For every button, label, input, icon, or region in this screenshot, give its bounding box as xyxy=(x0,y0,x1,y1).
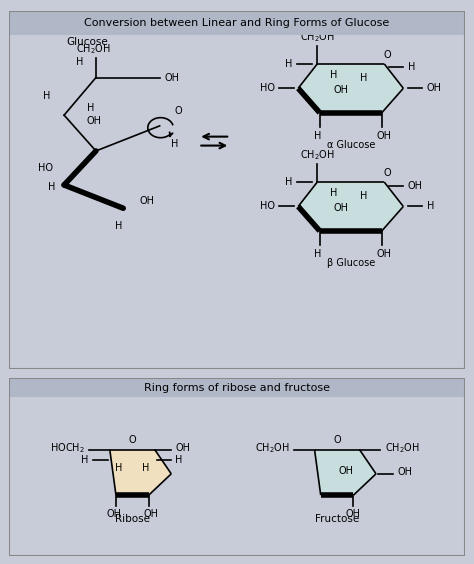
Bar xyxy=(9,378,465,397)
Text: H: H xyxy=(175,455,182,465)
Text: H: H xyxy=(427,201,434,212)
Text: O: O xyxy=(333,435,341,446)
Text: OH: OH xyxy=(376,131,392,140)
Text: OH: OH xyxy=(398,468,413,477)
Text: HO: HO xyxy=(260,201,274,212)
Text: H: H xyxy=(314,249,321,259)
Text: H: H xyxy=(171,139,178,149)
Text: H: H xyxy=(47,182,55,192)
Text: OH: OH xyxy=(175,443,191,453)
Text: α Glucose: α Glucose xyxy=(327,139,375,149)
Text: H: H xyxy=(115,463,122,473)
Text: OH: OH xyxy=(87,116,102,126)
Text: OH: OH xyxy=(408,180,423,191)
Text: H: H xyxy=(76,57,84,67)
Text: OH: OH xyxy=(333,85,348,95)
Text: OH: OH xyxy=(106,509,121,519)
Text: Ribose: Ribose xyxy=(115,514,150,525)
Text: β Glucose: β Glucose xyxy=(327,258,375,268)
Text: H: H xyxy=(330,70,337,80)
Text: OH: OH xyxy=(376,249,392,259)
Text: H: H xyxy=(360,73,367,82)
Text: OH: OH xyxy=(427,83,442,93)
Text: Ring forms of ribose and fructose: Ring forms of ribose and fructose xyxy=(144,382,330,393)
Text: OH: OH xyxy=(346,509,361,519)
Bar xyxy=(9,11,465,34)
Text: H: H xyxy=(81,455,88,465)
Text: H: H xyxy=(115,221,122,231)
Text: O: O xyxy=(383,50,391,60)
Text: Conversion between Linear and Ring Forms of Glucose: Conversion between Linear and Ring Forms… xyxy=(84,18,390,28)
Text: OH: OH xyxy=(144,509,158,519)
Text: HOCH$_2$: HOCH$_2$ xyxy=(50,442,85,455)
Text: CH$_2$OH: CH$_2$OH xyxy=(255,442,290,455)
Text: H: H xyxy=(142,463,150,473)
Text: HO: HO xyxy=(38,163,53,173)
Text: H: H xyxy=(43,91,50,102)
Text: H: H xyxy=(360,191,367,201)
Polygon shape xyxy=(110,450,171,495)
Text: CH$_2$OH: CH$_2$OH xyxy=(300,148,335,162)
Text: OH: OH xyxy=(139,196,154,206)
Text: H: H xyxy=(87,103,94,113)
Text: OH: OH xyxy=(164,73,179,82)
Text: Fructose: Fructose xyxy=(315,514,359,525)
Text: H: H xyxy=(285,59,292,69)
Polygon shape xyxy=(298,64,403,113)
Text: HO: HO xyxy=(260,83,274,93)
Text: Glucose: Glucose xyxy=(66,37,108,47)
Text: OH: OH xyxy=(339,466,354,476)
Text: H: H xyxy=(408,63,415,72)
Text: H: H xyxy=(330,188,337,198)
Text: CH$_2$OH: CH$_2$OH xyxy=(300,30,335,44)
Text: OH: OH xyxy=(333,203,348,213)
Polygon shape xyxy=(298,182,403,231)
Text: O: O xyxy=(128,435,136,446)
Polygon shape xyxy=(315,450,376,495)
Text: O: O xyxy=(383,168,391,178)
Text: CH$_2$OH: CH$_2$OH xyxy=(385,442,419,455)
Text: H: H xyxy=(285,177,292,187)
Text: CH$_2$OH: CH$_2$OH xyxy=(76,42,111,56)
Text: H: H xyxy=(314,131,321,140)
Text: O: O xyxy=(174,106,182,116)
